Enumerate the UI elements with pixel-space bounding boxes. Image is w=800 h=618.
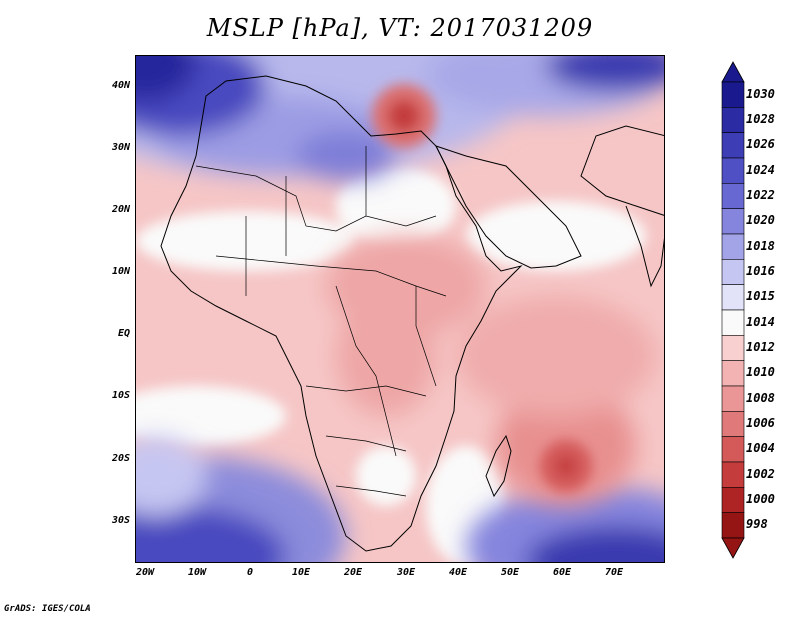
colorbar-label-1016: 1016 [746, 264, 775, 278]
mslp-map [136, 56, 664, 562]
lon-label-10w: 10W [187, 567, 207, 578]
colorbar-swatch-1026 [721, 132, 745, 159]
low-centres [372, 84, 592, 492]
lon-label-20e: 20E [343, 567, 363, 578]
lat-label-eq: EQ [117, 328, 130, 339]
colorbar-swatch-1030 [721, 81, 745, 108]
colorbar-swatch-1018 [721, 233, 745, 260]
colorbar-label-1030: 1030 [746, 86, 775, 101]
lon-label-20w: 20W [135, 567, 155, 578]
lon-label-60e: 60E [552, 567, 572, 578]
colorbar-swatch-998 [721, 512, 745, 539]
colorbar-label-1018: 1018 [746, 238, 775, 253]
coastlines [160, 75, 664, 552]
lat-label-10n: 10N [111, 266, 130, 277]
lat-label-10s: 10S [111, 390, 130, 401]
lon-label-10e: 10E [291, 567, 311, 578]
colorbar-label-1024: 1024 [746, 162, 775, 177]
colorbar-swatch-1006 [721, 411, 745, 437]
colorbar-swatch-1015 [721, 284, 745, 311]
colorbar-label-998: 998 [746, 517, 768, 532]
lon-label-40e: 40E [448, 567, 468, 578]
colorbar-label-1020: 1020 [746, 213, 775, 228]
lon-label-70e: 70E [604, 567, 624, 578]
colorbar-swatch-1024 [721, 157, 745, 184]
lon-label-50e: 50E [500, 567, 520, 578]
colorbar-label-1015: 1015 [746, 289, 775, 304]
colorbar-swatch-1014 [721, 309, 745, 336]
lat-label-40n: 40N [111, 80, 130, 91]
colorbar-label-1002: 1002 [746, 466, 775, 481]
colorbar-label-1000: 1000 [746, 492, 775, 506]
colorbar-label-1022: 1022 [746, 188, 775, 202]
colorbar-label-1008: 1008 [746, 390, 775, 405]
colorbar-label-1012: 1012 [746, 340, 775, 354]
colorbar-swatch-1000 [721, 487, 745, 513]
colorbar-label-1004: 1004 [746, 441, 775, 456]
colorbar-label-1026: 1026 [746, 137, 775, 152]
country-borders [195, 146, 447, 497]
lat-label-20s: 20S [111, 453, 130, 464]
colorbar-label-1028: 1028 [746, 112, 775, 126]
high-pressure-south [136, 436, 664, 562]
lon-label-30e: 30E [396, 567, 416, 578]
colorbar-swatch-1010 [721, 360, 745, 387]
high-pressure-north [136, 56, 664, 181]
lat-label-30s: 30S [111, 515, 130, 526]
colorbar-swatch-1004 [721, 436, 745, 463]
colorbar-label-1010: 1010 [746, 365, 775, 380]
colorbar-swatch-1012 [721, 335, 745, 361]
colorbar-swatch-1020 [721, 208, 745, 235]
low-pressure-regions [326, 236, 656, 506]
colorbar [721, 61, 745, 559]
colorbar-swatch-1002 [721, 461, 745, 488]
colorbar-bottom-arrow [721, 537, 745, 559]
colorbar-label-1014: 1014 [746, 314, 775, 329]
map-panel [135, 55, 665, 563]
lat-label-30n: 30N [111, 142, 130, 153]
footer-credit: GrADS: IGES/COLA [4, 604, 91, 614]
lat-label-20n: 20N [111, 204, 130, 215]
colorbar-swatch-1022 [721, 183, 745, 209]
colorbar-swatch-1016 [721, 259, 745, 285]
chart-title: MSLP [hPa], VT: 2017031209 [206, 14, 594, 42]
colorbar-swatch-1008 [721, 385, 745, 412]
lon-label-0: 0 [246, 567, 254, 578]
colorbar-top-arrow [721, 61, 745, 83]
colorbar-swatch-1028 [721, 107, 745, 133]
colorbar-label-1006: 1006 [746, 416, 775, 430]
